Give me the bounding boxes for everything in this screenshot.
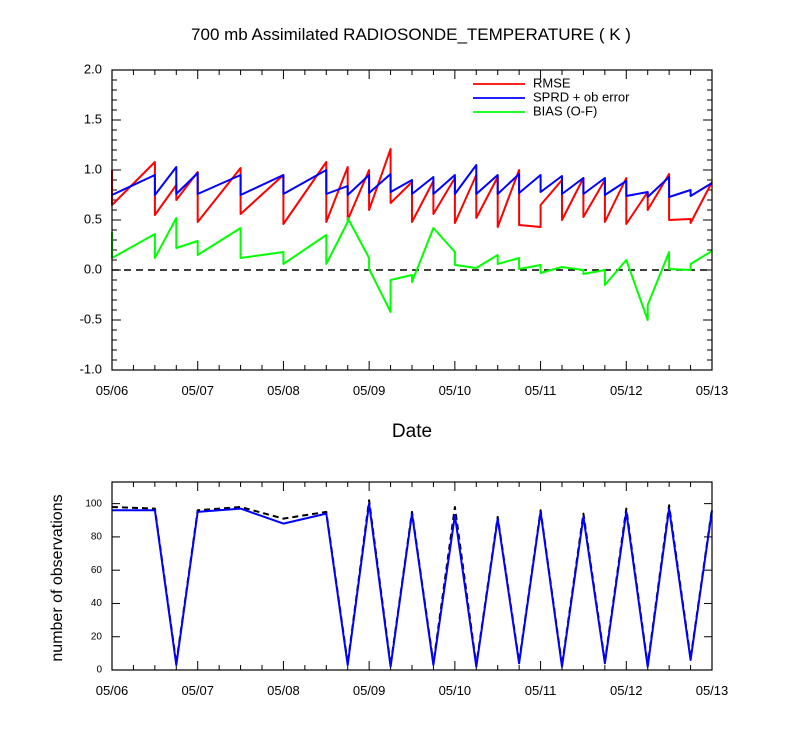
x-tick-label: 05/06	[96, 683, 129, 698]
bottom-chart-panel: 05/06 05/07 05/08 05/09 05/10 05/11 05/12 05/13…	[85, 482, 728, 698]
x-tick-label: 05/07	[181, 383, 214, 398]
x-tick-label: 05/09	[353, 383, 386, 398]
top-chart-panel: 05/06 05/07 05/08 05/09 05/10 05/11 05/12 05/13…	[80, 61, 729, 398]
x-tick-label: 05/12	[610, 683, 643, 698]
x-tick-label: 05/06	[96, 383, 129, 398]
y-tick-label: -0.5	[80, 311, 102, 326]
x-tick-label: 05/08	[267, 683, 300, 698]
y-tick-label: 1.0	[84, 161, 102, 176]
x-tick-label: 05/11	[525, 383, 557, 398]
series-line-observations-assimilated	[112, 502, 713, 668]
x-tick-label: 05/12	[610, 383, 643, 398]
legend-label-sprd: SPRD + ob error	[533, 89, 630, 104]
x-tick-label: 05/08	[267, 383, 300, 398]
y-axis-title-observations: number of observations	[49, 494, 66, 661]
series-line-sprd-ob-error	[111, 164, 713, 198]
x-tick-label: 05/10	[439, 383, 472, 398]
chart-title: 700 mb Assimilated RADIOSONDE_TEMPERATUR…	[191, 25, 631, 44]
legend-label-bias: BIAS (O-F)	[533, 103, 597, 118]
y-tick-label: 40	[91, 598, 103, 609]
bottom-plot-frame	[111, 481, 713, 671]
series-line-observations-possible	[111, 499, 713, 666]
y-tick-label: 0	[96, 665, 102, 676]
series-line-bias-o-f	[111, 217, 713, 321]
y-tick-label: 60	[91, 565, 103, 576]
x-tick-label: 05/10	[439, 683, 472, 698]
y-tick-label: 80	[91, 532, 103, 543]
legend-label-rmse: RMSE	[533, 75, 571, 90]
y-tick-label: 0.0	[84, 261, 102, 276]
y-tick-label: 100	[85, 498, 102, 509]
y-tick-label: -1.0	[80, 361, 102, 376]
y-tick-label: 1.5	[84, 111, 102, 126]
x-tick-label: 05/13	[696, 683, 729, 698]
x-tick-label: 05/07	[181, 683, 214, 698]
y-tick-label: 0.5	[84, 211, 102, 226]
y-tick-label: 2.0	[84, 61, 102, 76]
legend: RMSE SPRD + ob error BIAS (O-F)	[473, 75, 630, 118]
top-plot-frame	[111, 69, 713, 371]
y-tick-label: 20	[91, 631, 103, 642]
x-axis-title: Date	[392, 421, 432, 442]
x-tick-label: 05/13	[696, 383, 729, 398]
x-tick-label: 05/09	[353, 683, 386, 698]
x-tick-label: 05/11	[525, 683, 557, 698]
